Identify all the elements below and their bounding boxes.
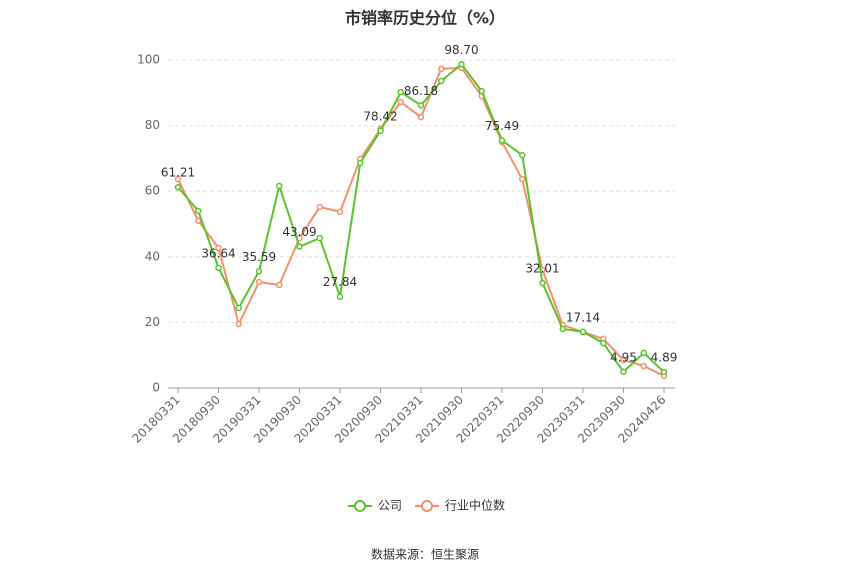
point	[276, 182, 283, 190]
legend-label: 行业中位数	[445, 498, 505, 513]
point	[498, 137, 506, 144]
point	[458, 61, 465, 68]
point	[174, 175, 182, 183]
point	[438, 65, 445, 73]
point	[600, 339, 607, 347]
data-label: 4.89	[651, 350, 678, 364]
data-label: 86.18	[404, 84, 438, 98]
legend-marker	[421, 500, 433, 512]
point	[478, 87, 485, 95]
point	[174, 183, 182, 191]
point	[296, 243, 303, 250]
point	[397, 88, 404, 96]
chart-title: 市销率历史分位（%）	[345, 9, 505, 28]
y-tick-label: 40	[145, 249, 160, 263]
point	[195, 207, 202, 215]
point	[438, 77, 445, 85]
point	[215, 264, 222, 272]
data-label: 32.01	[525, 262, 559, 276]
point	[640, 349, 647, 357]
data-label: 61.21	[161, 166, 195, 180]
point	[539, 279, 546, 287]
point	[579, 328, 587, 336]
data-label: 35.59	[242, 250, 276, 264]
point	[620, 368, 627, 376]
point	[417, 102, 425, 109]
y-tick-label: 60	[145, 184, 160, 198]
point	[620, 356, 627, 364]
legend-marker	[354, 500, 366, 512]
point	[559, 325, 566, 333]
point	[336, 293, 344, 300]
point	[336, 208, 344, 216]
data-label: 43.09	[282, 225, 316, 239]
y-tick-label: 0	[152, 381, 160, 395]
point	[357, 159, 364, 167]
point	[255, 278, 263, 286]
y-tick-label: 80	[145, 118, 160, 132]
point	[195, 217, 202, 224]
data-label: 98.70	[444, 43, 478, 57]
point	[276, 281, 283, 289]
point	[377, 127, 384, 135]
point	[316, 234, 323, 242]
point	[397, 98, 404, 106]
source-note: 数据来源：恒生聚源	[371, 547, 479, 562]
point	[235, 304, 242, 312]
point	[640, 362, 647, 370]
data-label: 75.49	[485, 119, 519, 133]
y-tick-label: 100	[137, 53, 160, 67]
point	[316, 203, 323, 211]
point	[417, 113, 425, 121]
data-label: 78.42	[363, 109, 397, 123]
data-label: 4.95	[610, 350, 637, 364]
data-label: 27.84	[323, 275, 357, 289]
point	[660, 368, 668, 376]
point	[235, 320, 242, 328]
series-line	[177, 62, 665, 374]
point	[255, 268, 263, 275]
point	[215, 244, 222, 252]
point	[519, 151, 526, 159]
data-label: 36.64	[201, 246, 235, 260]
legend-label: 公司	[378, 499, 402, 513]
data-label: 17.14	[566, 310, 600, 324]
y-tick-label: 20	[145, 315, 160, 329]
point	[519, 175, 526, 183]
